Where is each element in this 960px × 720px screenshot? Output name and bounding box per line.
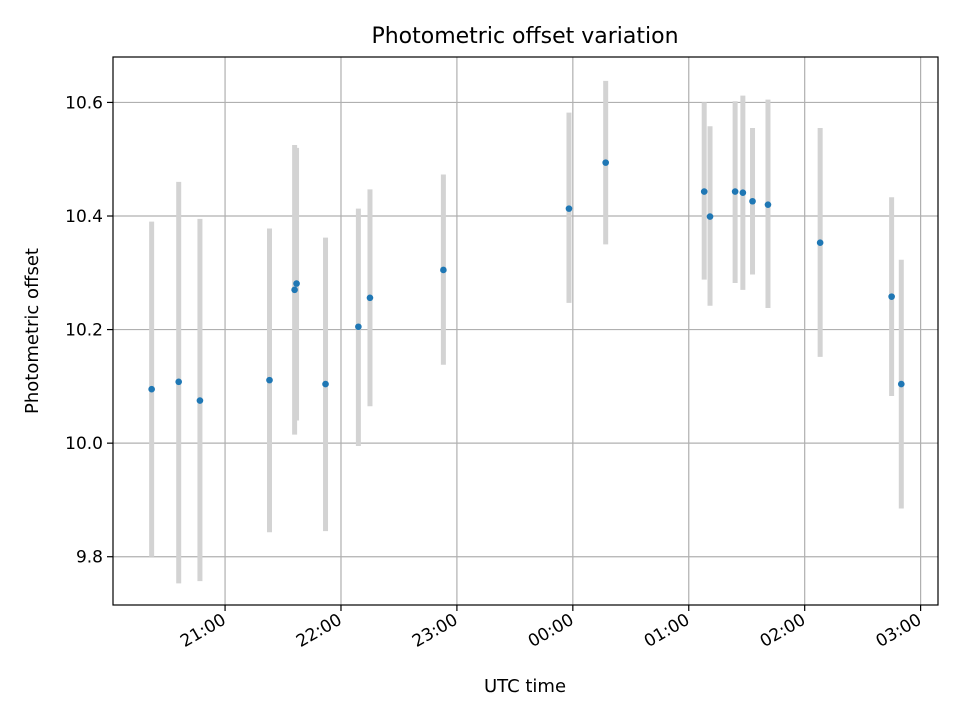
y-axis-label: Photometric offset [22, 248, 43, 414]
data-point [816, 239, 824, 246]
plot-frame [112, 56, 939, 606]
data-point [700, 188, 708, 195]
grid [113, 57, 938, 605]
data-point [764, 201, 772, 208]
data-point [366, 294, 374, 302]
data-point [749, 197, 756, 205]
data-point [196, 397, 204, 404]
data-point [322, 380, 329, 388]
y-tick-label: 10.4 [65, 207, 103, 227]
data-points [148, 159, 905, 404]
y-tick-label: 9.8 [76, 548, 103, 568]
x-axis-label: UTC time [484, 676, 566, 697]
data-point [706, 213, 714, 220]
data-point [602, 159, 609, 166]
data-point [440, 266, 447, 274]
y-tick-label: 10.6 [65, 93, 103, 113]
data-point [355, 323, 362, 331]
data-point [291, 286, 298, 294]
y-tick-label: 10.0 [65, 434, 103, 454]
y-tick-label: 10.2 [65, 321, 103, 341]
data-point [888, 293, 895, 300]
data-point [148, 385, 155, 393]
data-point [266, 376, 273, 384]
data-point [293, 280, 300, 287]
data-point [897, 380, 905, 388]
data-point [731, 188, 739, 195]
data-point [739, 189, 747, 197]
chart-title: Photometric offset variation [371, 24, 678, 49]
data-point [175, 378, 182, 386]
data-point [565, 205, 573, 212]
y-axis: 9.8 10.0 10.2 10.4 10.6 [65, 93, 113, 568]
